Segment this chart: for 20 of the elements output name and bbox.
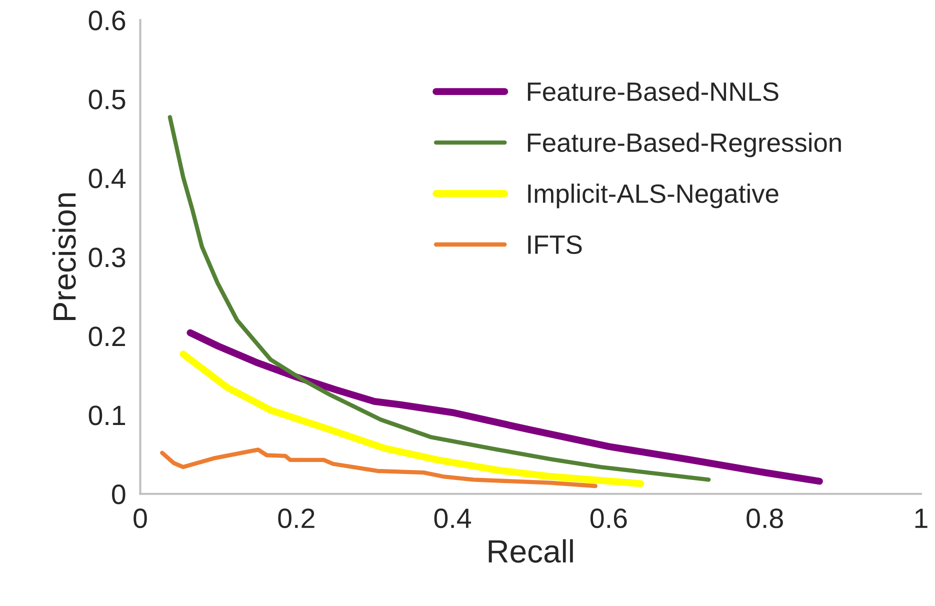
y-tick-label: 0.5 xyxy=(88,90,126,110)
y-tick-label: 0.2 xyxy=(88,326,125,346)
x-tick-label: 0.2 xyxy=(278,508,314,528)
legend-label: Implicit-ALS-Negative xyxy=(528,184,778,208)
y-axis-title: Precision xyxy=(52,193,76,320)
x-tick-label: 1 xyxy=(915,508,928,528)
y-tick-label: 0.6 xyxy=(88,10,126,30)
y-tick-label: 0.1 xyxy=(88,406,126,426)
legend-label: Feature-Based-NNLS xyxy=(528,82,778,102)
x-axis-title: Recall xyxy=(488,539,573,563)
y-tick-label: 0.3 xyxy=(88,248,126,268)
line-series xyxy=(160,448,598,488)
x-tick-label: 0.8 xyxy=(746,508,783,528)
x-tick-label: 0.6 xyxy=(590,508,627,528)
x-tick-label: 0 xyxy=(134,508,147,528)
x-tick-label: 0.4 xyxy=(434,508,472,528)
y-tick-label: 0.4 xyxy=(88,168,126,188)
legend-label: IFTS xyxy=(528,235,582,254)
y-tick-label: 0 xyxy=(112,484,126,504)
legend-label: Feature-Based-Regression xyxy=(528,132,841,158)
